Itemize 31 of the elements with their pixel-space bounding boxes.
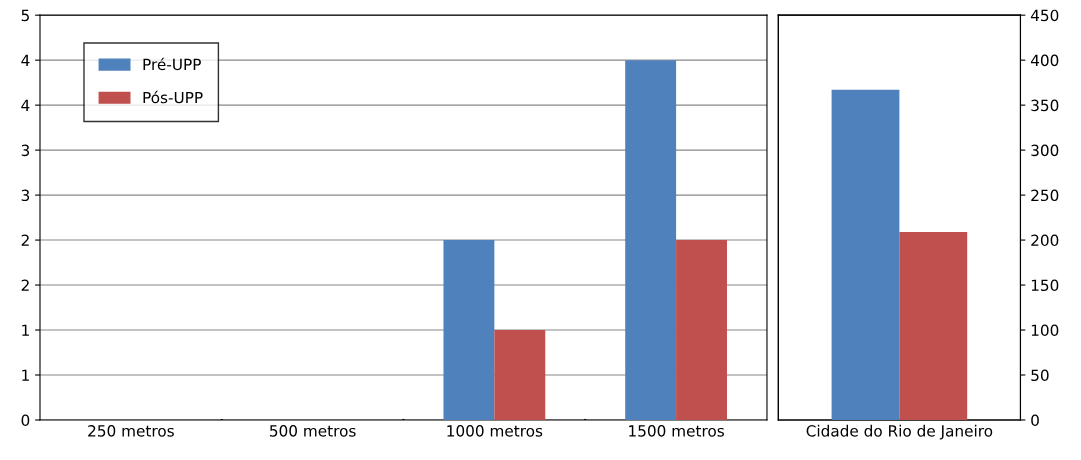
bar	[676, 240, 727, 420]
legend-label: Pós-UPP	[143, 90, 203, 104]
y2-tick-label: 0	[1031, 414, 1039, 426]
bar	[625, 60, 677, 420]
y-tick-label: 4	[21, 54, 30, 66]
y2-tick-label: 350	[1031, 99, 1059, 112]
y2-tick-label: 100	[1031, 324, 1059, 337]
y-tick-label: 3	[21, 189, 30, 202]
x-tick-label: 1000 metros	[447, 425, 543, 437]
x-tick-label: 500 metros	[270, 425, 356, 437]
x-tick-label: 1500 metros	[629, 425, 724, 437]
y2-tick-label: 450	[1030, 9, 1059, 22]
y-tick-label: 0	[21, 414, 30, 426]
y-tick-label: 1	[22, 324, 29, 336]
y-tick-label: 2	[21, 234, 29, 246]
x-tick-label: 250 metros	[88, 425, 174, 437]
y2-tick-label: 300	[1031, 144, 1059, 157]
y2-tick-label: 50	[1031, 369, 1049, 382]
bar	[443, 240, 495, 420]
y2-tick-label: 150	[1031, 279, 1059, 292]
y-tick-label: 3	[21, 144, 30, 157]
y-tick-label: 5	[21, 9, 29, 22]
bar	[494, 330, 546, 420]
x-tick-label: Cidade do Rio de Janeiro	[806, 424, 993, 440]
y-tick-label: 4	[21, 99, 30, 111]
y-tick-label: 1	[22, 369, 29, 381]
y2-tick-label: 250	[1031, 189, 1059, 202]
legend-label: Pré-UPP	[143, 57, 201, 71]
y2-tick-label: 200	[1031, 234, 1059, 247]
y-tick-label: 2	[21, 279, 29, 291]
y2-tick-label: 400	[1030, 54, 1059, 67]
